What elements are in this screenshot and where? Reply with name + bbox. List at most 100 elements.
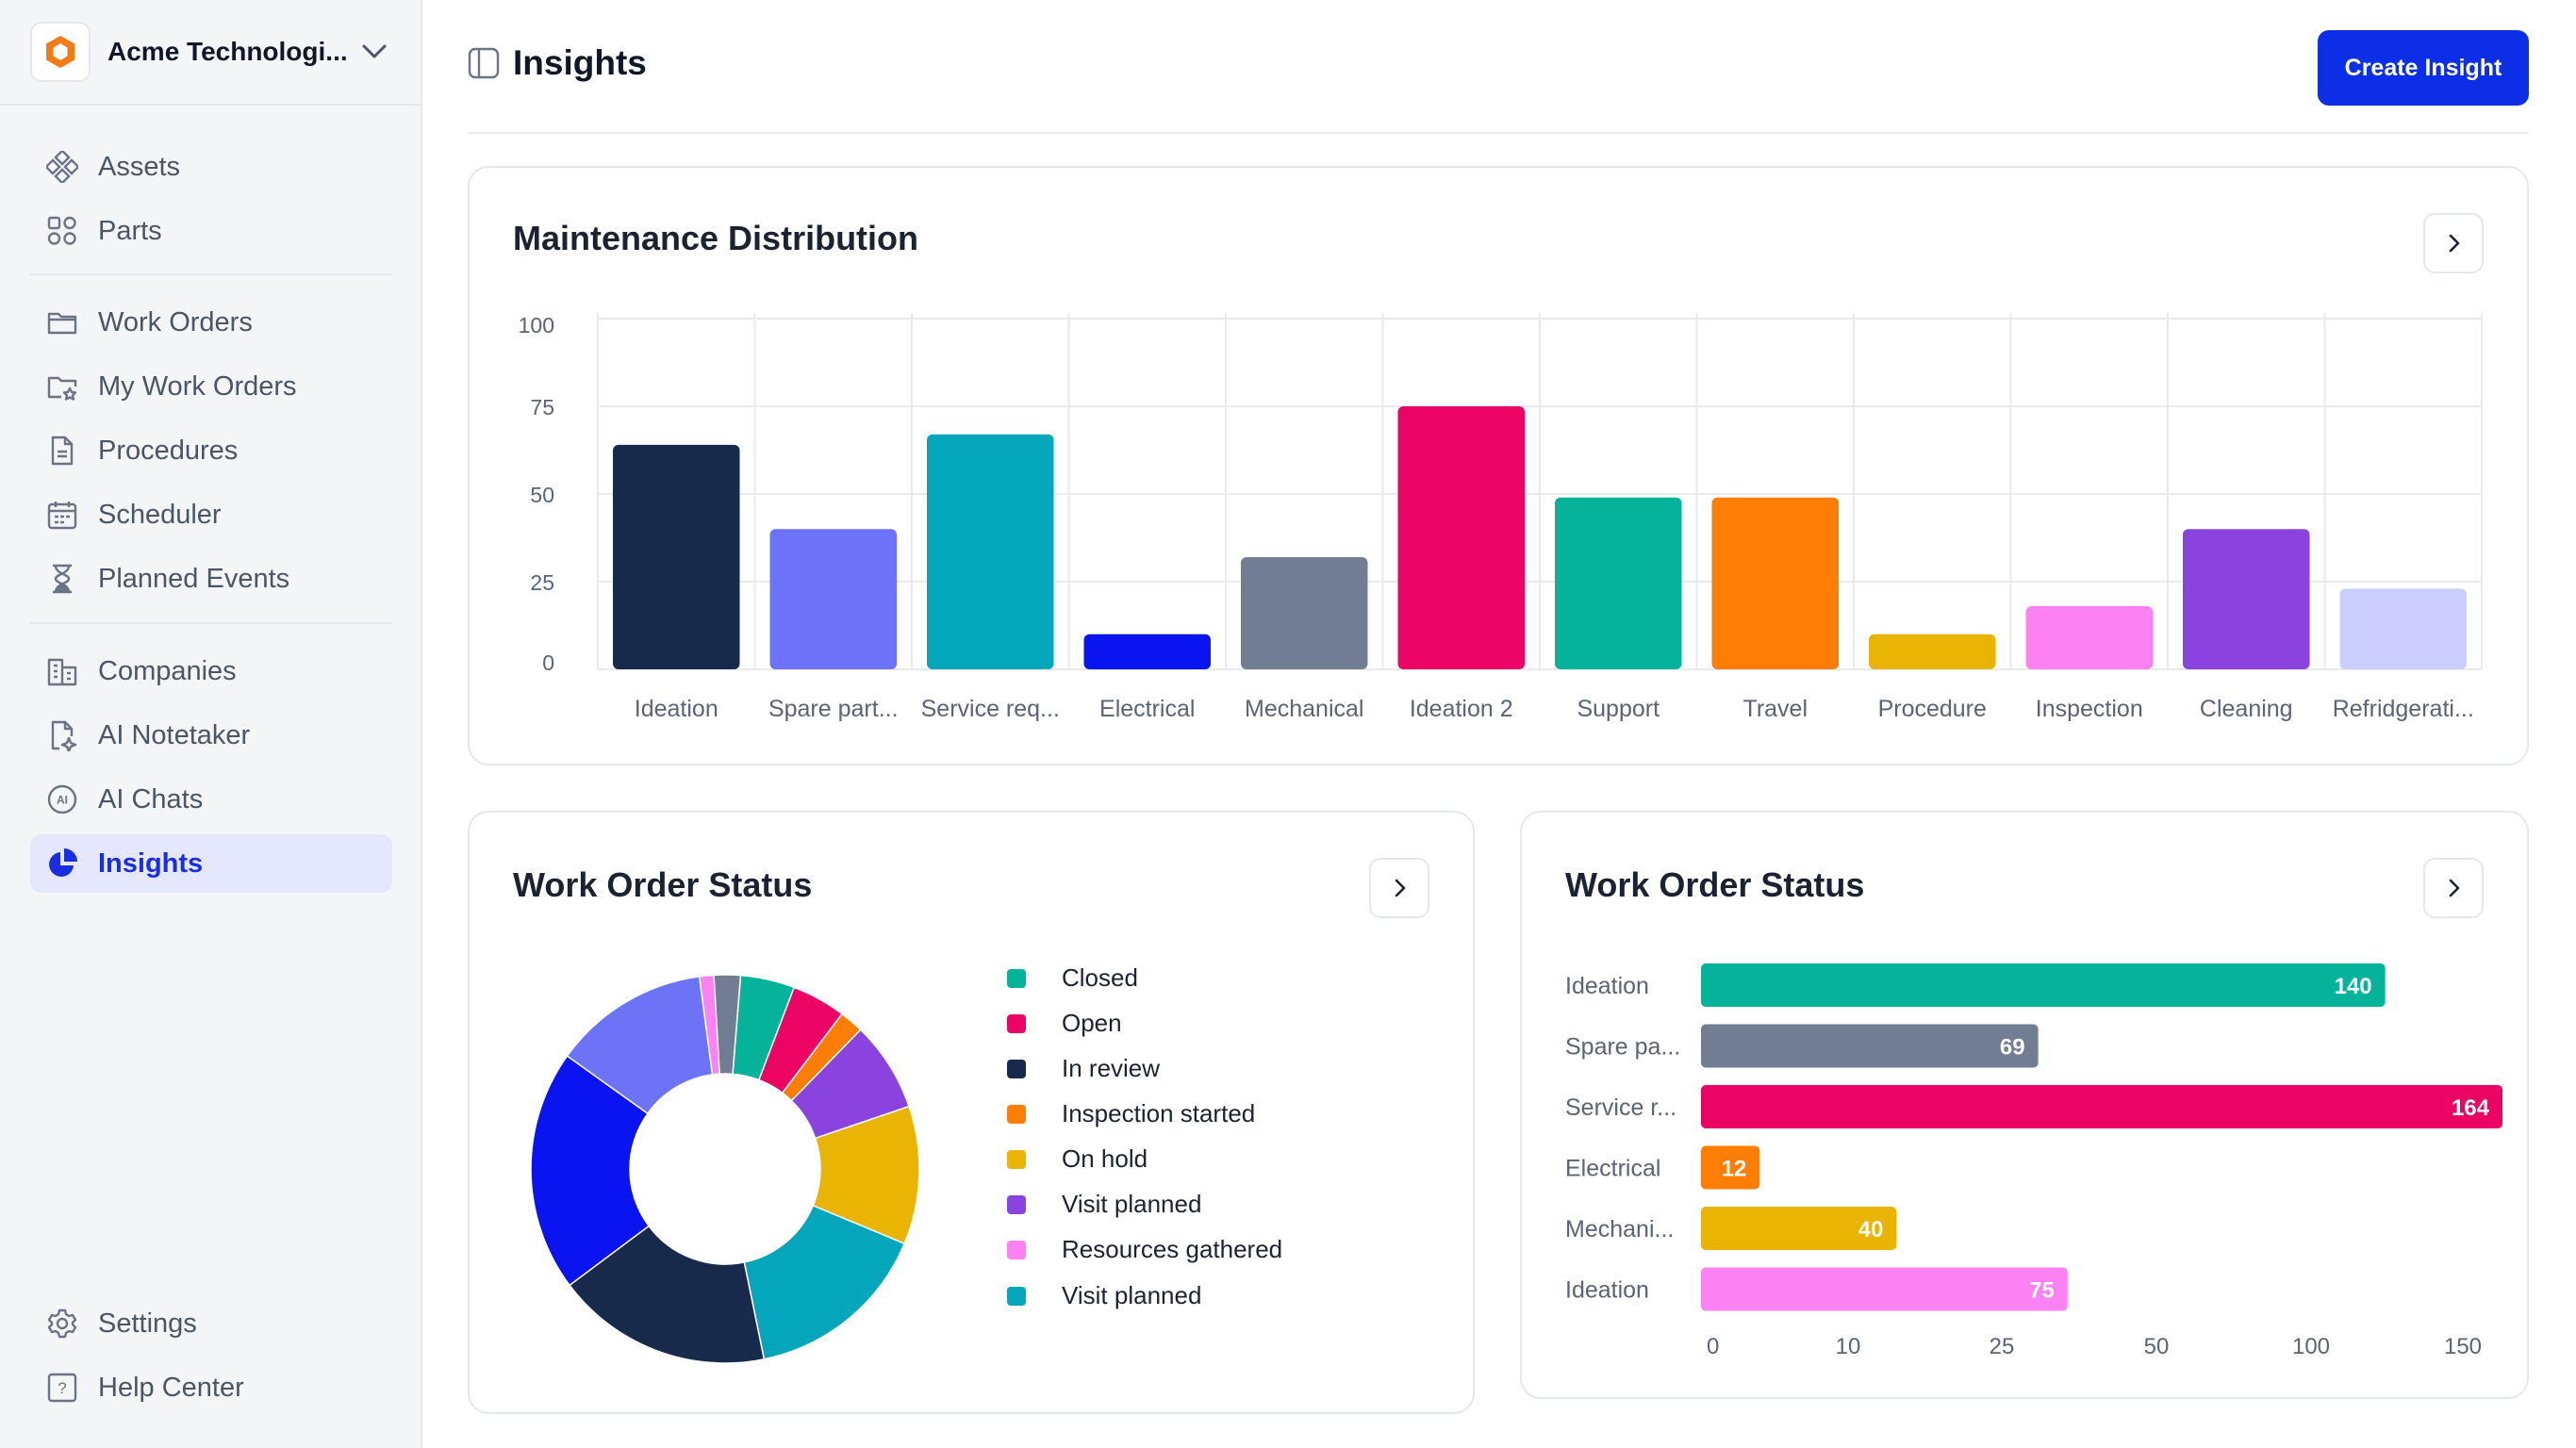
card-title: Work Order Status <box>1565 865 1865 904</box>
sidebar-item-ai-notetaker[interactable]: AI Notetaker <box>30 706 392 765</box>
x-tick-label: Mechanical <box>1245 696 1363 722</box>
bar <box>1083 634 1211 669</box>
sidebar-item-assets[interactable]: Assets <box>30 138 392 196</box>
legend-item: In review <box>1007 1054 1160 1083</box>
sidebar-item-settings[interactable]: Settings <box>30 1294 392 1353</box>
sidebar-item-label: Parts <box>98 215 162 246</box>
x-tick-label: Service req... <box>921 696 1060 722</box>
bar <box>1701 1085 2502 1128</box>
sidebar-item-label: Work Orders <box>98 306 253 337</box>
sidebar-item-label: Settings <box>98 1308 197 1339</box>
y-tick-label: 75 <box>530 395 554 420</box>
y-category-label: Electrical <box>1565 1156 1660 1182</box>
sidebar-item-label: Assets <box>98 151 181 182</box>
legend-swatch <box>1007 1013 1026 1033</box>
sidebar-item-insights[interactable]: Insights <box>30 834 392 893</box>
bar <box>1701 1207 1897 1250</box>
header-divider <box>468 132 2529 134</box>
bar <box>1701 1024 2039 1068</box>
bar <box>2339 588 2467 669</box>
sidebar-item-label: Help Center <box>98 1372 244 1403</box>
expand-button[interactable] <box>2423 213 2484 273</box>
sidebar-item-planned-events[interactable]: Planned Events <box>30 550 392 608</box>
pie-slice <box>743 1204 906 1360</box>
y-tick-label: 100 <box>519 313 554 337</box>
chevron-right-icon <box>2449 234 2460 253</box>
data-label: 164 <box>2452 1095 2490 1121</box>
y-category-label: Ideation <box>1565 1277 1649 1304</box>
y-category-label: Mechani... <box>1565 1216 1674 1242</box>
expand-button[interactable] <box>1369 858 1429 918</box>
x-tick-label: 25 <box>1990 1334 2015 1359</box>
legend-label: Visit planned <box>1062 1281 1202 1309</box>
pie-slice <box>530 1055 651 1287</box>
x-tick-label: 100 <box>2292 1334 2330 1359</box>
sidebar-item-my-work-orders[interactable]: My Work Orders <box>30 357 392 416</box>
sidebar-item-companies[interactable]: Companies <box>30 642 392 700</box>
bar <box>1241 556 1368 669</box>
sidebar-item-ai-chats[interactable]: AI AI Chats <box>30 770 392 829</box>
sidebar-item-label: Procedures <box>98 435 239 466</box>
sidebar-item-label: Scheduler <box>98 499 222 530</box>
sidebar-item-scheduler[interactable]: Scheduler <box>30 485 392 544</box>
x-tick-label: Travel <box>1742 696 1808 722</box>
sidebar-item-label: Planned Events <box>98 563 290 594</box>
bar <box>1711 497 1839 669</box>
expand-button[interactable] <box>2423 858 2484 918</box>
bar <box>769 529 897 669</box>
sidebar-divider <box>30 622 392 624</box>
calendar-icon <box>45 498 79 532</box>
x-tick-label: Inspection <box>2036 696 2143 722</box>
svg-text:?: ? <box>58 1379 66 1397</box>
legend-swatch <box>1007 1149 1026 1169</box>
hexagon-logo-icon <box>46 36 74 68</box>
help-icon: ? <box>45 1371 79 1405</box>
hourglass-icon <box>45 562 79 596</box>
data-label: 12 <box>1721 1157 1746 1182</box>
org-logo <box>30 22 91 82</box>
svg-text:AI: AI <box>57 794 68 807</box>
sidebar-item-work-orders[interactable]: Work Orders <box>30 293 392 352</box>
legend-label: Resources gathered <box>1062 1235 1283 1263</box>
x-tick-label: Refridgerati... <box>2333 696 2474 722</box>
y-category-label: Spare pa... <box>1565 1034 1680 1061</box>
sidebar-item-procedures[interactable]: Procedures <box>30 421 392 480</box>
page-header: Insights <box>468 43 647 83</box>
legend-swatch <box>1007 1104 1026 1124</box>
org-switcher[interactable]: Acme Technologi... <box>0 0 421 106</box>
legend-swatch <box>1007 1286 1026 1306</box>
legend-item: Visit planned <box>1007 1190 1201 1219</box>
legend-item: Visit planned <box>1007 1281 1201 1310</box>
create-insight-button[interactable]: Create Insight <box>2318 30 2529 106</box>
x-tick-label: Cleaning <box>2200 696 2293 722</box>
sidebar-item-help-center[interactable]: ? Help Center <box>30 1358 392 1417</box>
work-order-status-bar-card: Work Order Status Ideation 140 Spare pa...… <box>1520 811 2529 1399</box>
work-order-horizontal-bar-chart: Ideation 140 Spare pa... 69 Service r... 164 E… <box>1565 963 2502 1359</box>
data-label: 69 <box>2000 1035 2025 1061</box>
bar <box>613 444 740 669</box>
parts-icon <box>45 214 79 248</box>
bar <box>1397 406 1525 669</box>
sidebar-item-label: AI Chats <box>98 783 204 814</box>
data-label: 40 <box>1858 1217 1884 1242</box>
page-title: Insights <box>513 43 647 82</box>
sidebar-item-parts[interactable]: Parts <box>30 202 392 260</box>
chevron-down-icon[interactable] <box>358 36 390 68</box>
x-tick-label: Spare part... <box>768 696 899 722</box>
legend-label: On hold <box>1062 1144 1148 1173</box>
card-title: Work Order Status <box>513 865 813 904</box>
chevron-right-icon <box>2449 879 2460 897</box>
legend-swatch <box>1007 1194 1026 1214</box>
x-tick-label: Ideation 2 <box>1410 696 1513 722</box>
bar <box>1701 963 2386 1007</box>
bar <box>1869 634 1996 669</box>
bar <box>2025 606 2153 669</box>
x-tick-label: 50 <box>2144 1334 2170 1359</box>
bar <box>1701 1145 1760 1190</box>
sidebar-toggle-icon[interactable] <box>468 47 500 79</box>
pie-slice <box>566 975 714 1115</box>
org-name: Acme Technologi... <box>107 37 348 66</box>
x-tick-label: 10 <box>1836 1334 1861 1359</box>
legend-swatch <box>1007 968 1026 988</box>
